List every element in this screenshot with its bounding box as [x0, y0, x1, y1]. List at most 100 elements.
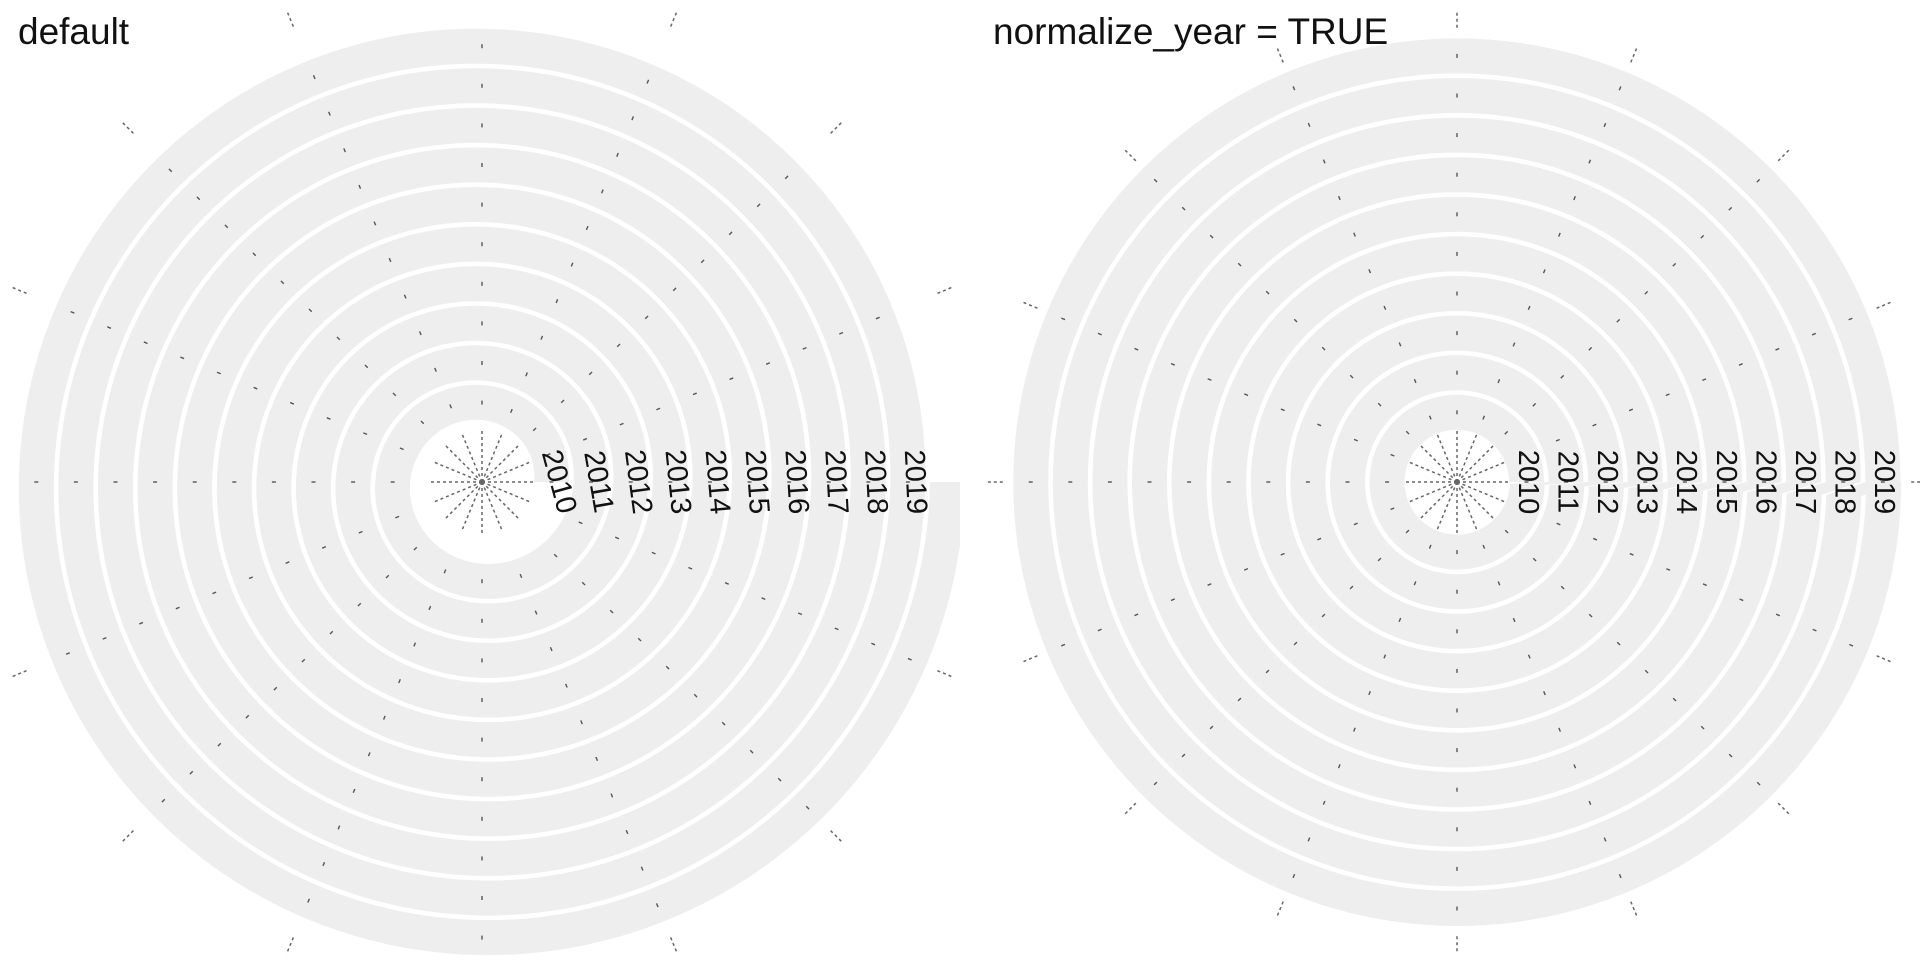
axis-line-inner [1408, 481, 1458, 503]
ring-tick [1560, 585, 1565, 590]
ring-tick [1700, 234, 1705, 239]
axis-line-inner [1456, 444, 1495, 483]
ring-tick [336, 336, 341, 341]
axis-line-inner [481, 481, 503, 531]
ring-tick [1353, 727, 1356, 732]
ring-tick [352, 788, 356, 793]
ring-tick [143, 341, 148, 345]
ring-tick [1644, 290, 1649, 295]
ring-tick [631, 116, 635, 121]
ring-tick [1321, 613, 1326, 618]
ring-tick [555, 299, 559, 304]
ring-tick [1349, 374, 1354, 379]
ring-tick [175, 606, 180, 610]
ring-tick [1728, 206, 1733, 211]
ring-tick [1207, 583, 1212, 586]
ring-tick [1265, 669, 1270, 674]
axis-tick-outer [120, 830, 134, 844]
ring-tick [672, 287, 677, 292]
ring-tick [1307, 837, 1311, 842]
ring-tick [797, 612, 803, 616]
ring-tick [1337, 764, 1341, 769]
year-label: 2011 [1551, 451, 1583, 513]
ring-tick [1532, 402, 1537, 407]
ring-tick [1592, 537, 1598, 541]
ring-tick [102, 636, 107, 640]
axis-tick-outer [937, 285, 955, 295]
spiral-track [1013, 38, 1902, 926]
ring-tick [1848, 317, 1853, 321]
ring-tick [1543, 691, 1546, 696]
ring-tick [1666, 568, 1671, 571]
axis-line-inner [444, 444, 483, 483]
ring-tick [285, 561, 290, 564]
ring-tick [273, 686, 278, 691]
ring-tick [1170, 598, 1175, 602]
ring-tick [1349, 585, 1354, 590]
ring-tick [1390, 507, 1395, 511]
ring-tick [1542, 269, 1546, 274]
ring-tick [373, 221, 377, 226]
axis-tick-outer [1630, 901, 1639, 919]
year-label: 2012 [1591, 450, 1623, 515]
ring-tick [1265, 290, 1270, 295]
ring-tick [449, 404, 453, 409]
ring-tick [761, 597, 766, 600]
axis-tick-outer [285, 9, 295, 27]
ring-tick [519, 573, 523, 579]
ring-tick [729, 377, 734, 381]
ring-tick [1322, 159, 1326, 164]
panel-title: default [18, 11, 130, 52]
ring-tick [1592, 423, 1597, 427]
ring-tick [1702, 378, 1707, 382]
axis-line-inner [481, 481, 520, 520]
ring-tick [540, 335, 544, 340]
axis-tick-outer [120, 120, 134, 134]
ring-tick [655, 903, 659, 908]
ring-tick [1321, 346, 1326, 351]
axis-line-inner [481, 481, 531, 503]
ring-tick [245, 714, 250, 719]
ring-tick [1060, 643, 1066, 647]
ring-tick [367, 752, 371, 757]
ring-tick [553, 553, 558, 558]
year-label: 2019 [1868, 450, 1900, 515]
axis-line-inner [461, 481, 483, 531]
year-label: 2018 [1829, 450, 1861, 515]
ring-tick [1497, 378, 1501, 384]
ring-tick [358, 530, 363, 534]
year-label: 2013 [1631, 450, 1663, 515]
axis-tick-outer [1876, 655, 1894, 664]
ring-tick [765, 362, 771, 365]
ring-tick [1497, 581, 1501, 586]
ring-tick [1405, 430, 1410, 435]
spiral-track [18, 28, 960, 956]
ring-tick [329, 630, 334, 635]
ring-tick [784, 175, 789, 180]
ring-tick [749, 749, 754, 754]
ring-tick [582, 437, 588, 441]
ring-tick [1153, 178, 1158, 183]
ring-tick [1377, 402, 1382, 407]
ring-tick [1317, 537, 1322, 541]
ring-tick [1756, 178, 1761, 183]
ring-tick [1170, 362, 1176, 366]
ring-tick [1293, 641, 1298, 646]
ring-tick [312, 74, 316, 80]
ring-tick [418, 331, 422, 336]
ring-tick [1644, 669, 1649, 674]
ring-tick [564, 683, 568, 688]
axis-line-inner [1408, 461, 1458, 483]
ring-tick [610, 793, 614, 798]
axis-tick-outer [937, 669, 955, 679]
ring-tick [1398, 342, 1402, 347]
ring-tick [358, 184, 362, 189]
ring-tick [692, 392, 697, 396]
axis-line-inner [1456, 461, 1506, 483]
ring-tick [1317, 423, 1322, 427]
axis-tick-outer [830, 830, 844, 844]
ring-tick [1702, 583, 1707, 587]
ring-tick [395, 515, 400, 519]
axis-line-inner [481, 433, 503, 483]
